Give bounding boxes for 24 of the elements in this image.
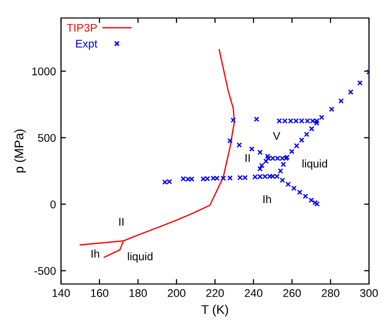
x-tick-label: 240 (244, 289, 262, 298)
x-tick-label: 140 (52, 289, 70, 298)
annotation: liquid (302, 159, 328, 170)
legend-label: Expt (76, 40, 98, 50)
y-tick-label: -500 (34, 266, 56, 275)
annotation: Ih (263, 195, 271, 204)
x-tick-label: 220 (206, 289, 224, 298)
y-axis-title: p (MPa) (14, 130, 26, 172)
annotation: II (246, 154, 250, 162)
x-tick-label: 180 (130, 289, 147, 298)
y-tick-label: 0 (50, 200, 56, 208)
x-axis-title: T (K) (202, 304, 228, 316)
annotation: V (272, 132, 280, 140)
x-tick-label: 280 (322, 289, 340, 298)
x-tick-label: 200 (168, 289, 186, 298)
annotation: liquid (128, 252, 152, 263)
annotation: Ih (92, 250, 100, 258)
x-tick-label: 160 (91, 289, 108, 298)
y-tick-label: 500 (38, 134, 56, 142)
x-tick-label: 260 (283, 289, 301, 298)
x-tick-label: 300 (360, 289, 378, 298)
text: TIP3P (66, 24, 97, 32)
y-tick-label: 1000 (32, 67, 56, 76)
annotation: II (119, 218, 124, 226)
